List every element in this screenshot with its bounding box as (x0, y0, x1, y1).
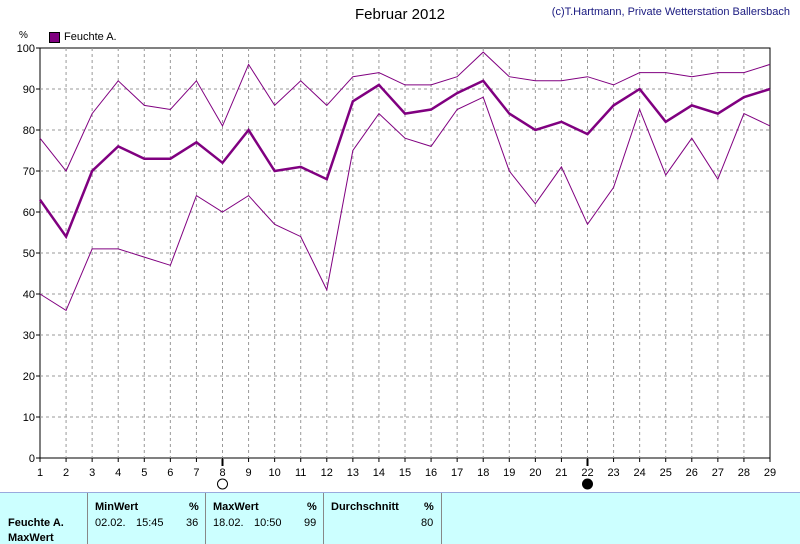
x-tick-label: 7 (193, 467, 199, 479)
y-tick-label: 60 (23, 207, 35, 219)
copyright-text: (c)T.Hartmann, Private Wetterstation Bal… (551, 6, 790, 18)
minwert-unit: % (189, 501, 199, 513)
x-tick-label: 29 (764, 467, 776, 479)
x-tick-label: 12 (321, 467, 333, 479)
x-tick-label: 24 (634, 467, 646, 479)
panel-separator (323, 493, 324, 544)
maxwert-value: 99 (304, 517, 317, 529)
y-tick-label: 80 (23, 125, 35, 137)
durchschnitt-value: 80 (421, 517, 434, 529)
x-tick-label: 25 (660, 467, 672, 479)
y-tick-label: 20 (23, 371, 35, 383)
maxwert-unit: % (307, 501, 317, 513)
x-tick-label: 10 (269, 467, 281, 479)
minwert-date: 02.02. (95, 517, 126, 529)
x-tick-label: 21 (555, 467, 567, 479)
x-tick-label: 5 (141, 467, 147, 479)
x-tick-label: 14 (373, 467, 385, 479)
x-tick-label: 17 (451, 467, 463, 479)
x-tick-label: 1 (37, 467, 43, 479)
full-moon-icon (582, 478, 593, 490)
series-line-min (39, 96, 771, 312)
series-line-max (39, 51, 771, 172)
x-tick-label: 3 (89, 467, 95, 479)
row-label-maxwert: MaxWert (8, 532, 54, 544)
legend: Feuchte A. (49, 31, 117, 43)
x-tick-label: 27 (712, 467, 724, 479)
y-axis-unit: % (19, 30, 28, 41)
y-tick-label: 90 (23, 84, 35, 96)
x-tick-label: 23 (607, 467, 619, 479)
series-line-average (38, 79, 771, 240)
minwert-value: 36 (186, 517, 199, 529)
x-tick-label: 28 (738, 467, 750, 479)
maxwert-date: 18.02. (213, 517, 244, 529)
maxwert-time: 10:50 (254, 517, 282, 529)
x-tick-label: 26 (686, 467, 698, 479)
y-tick-label: 40 (23, 289, 35, 301)
legend-label: Feuchte A. (64, 31, 117, 43)
minwert-header: MinWert (95, 501, 139, 513)
x-tick-label: 16 (425, 467, 437, 479)
y-tick-label: 70 (23, 166, 35, 178)
durchschnitt-unit: % (424, 501, 434, 513)
y-tick-label: 50 (23, 248, 35, 260)
panel-separator (205, 493, 206, 544)
x-tick-label: 8 (219, 467, 225, 479)
y-tick-label: 10 (23, 412, 35, 424)
x-tick-label: 9 (246, 467, 252, 479)
statistics-panel: Feuchte A. MaxWert MinWert % 02.02. 15:4… (0, 492, 800, 544)
x-tick-label: 13 (347, 467, 359, 479)
x-tick-label: 15 (399, 467, 411, 479)
panel-separator (87, 493, 88, 544)
y-tick-label: 0 (29, 453, 35, 465)
x-tick-label: 20 (529, 467, 541, 479)
durchschnitt-header: Durchschnitt (331, 501, 399, 513)
panel-separator (441, 493, 442, 544)
x-tick-label: 2 (63, 467, 69, 479)
x-tick-label: 18 (477, 467, 489, 479)
y-tick-label: 30 (23, 330, 35, 342)
x-tick-label: 6 (167, 467, 173, 479)
new-moon-icon (217, 478, 228, 490)
y-tick-label: 100 (17, 43, 35, 55)
row-label-sensor: Feuchte A. (8, 517, 64, 529)
x-tick-label: 4 (115, 467, 121, 479)
x-tick-label: 11 (295, 467, 306, 479)
chart-title: Februar 2012 (354, 6, 446, 23)
legend-swatch (49, 31, 60, 43)
x-tick-label: 19 (503, 467, 515, 479)
x-tick-label: 22 (581, 467, 593, 479)
minwert-time: 15:45 (136, 517, 164, 529)
maxwert-header: MaxWert (213, 501, 259, 513)
